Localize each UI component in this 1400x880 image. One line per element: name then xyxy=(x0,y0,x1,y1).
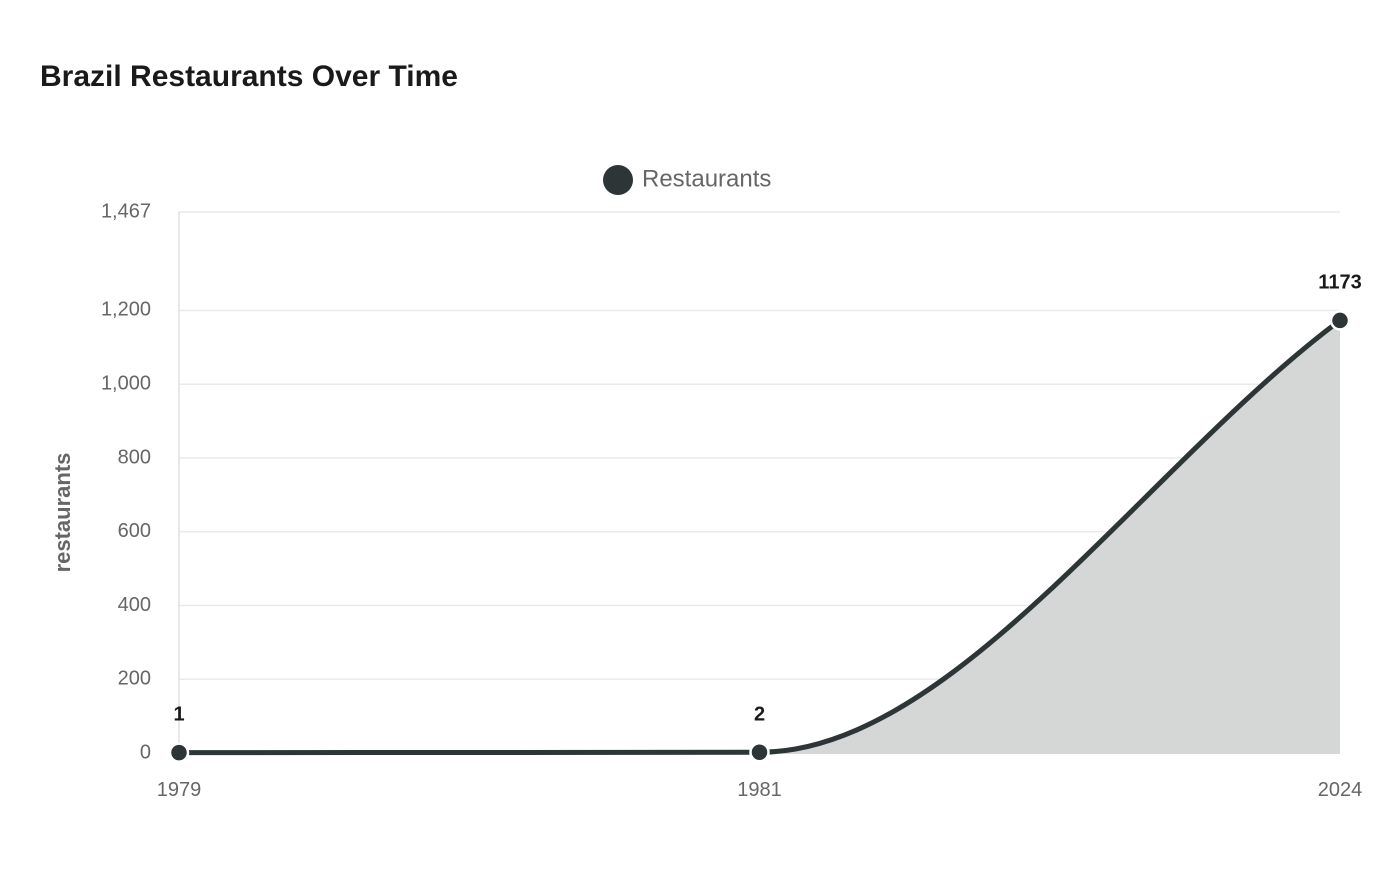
data-label-2: 1173 xyxy=(1318,271,1361,293)
y-axis-title: restaurants xyxy=(50,453,75,573)
data-label-1: 2 xyxy=(754,703,765,725)
data-point-1 xyxy=(749,742,770,763)
y-tick-label-0: 0 xyxy=(140,741,151,763)
y-tick-label-5: 1,000 xyxy=(101,373,151,395)
data-point-0 xyxy=(168,742,190,763)
data-point-2 xyxy=(1329,310,1351,331)
y-tick-label-7: 1,467 xyxy=(101,200,151,222)
x-tick-label-2: 2024 xyxy=(1318,779,1363,801)
y-tick-label-2: 400 xyxy=(118,594,151,616)
y-tick-label-6: 1,200 xyxy=(101,299,151,321)
y-tick-label-4: 800 xyxy=(118,446,151,468)
data-label-0: 1 xyxy=(173,704,184,726)
x-tick-label-1: 1981 xyxy=(737,779,782,801)
series-area xyxy=(179,320,1340,753)
chart-title: Brazil Restaurants Over Time xyxy=(40,60,458,93)
x-tick-label-0: 1979 xyxy=(157,779,202,801)
series-line xyxy=(176,317,1343,756)
y-tick-label-3: 600 xyxy=(118,520,151,542)
y-tick-label-1: 200 xyxy=(118,668,151,690)
legend-label: Restaurants xyxy=(642,165,771,192)
legend-marker xyxy=(603,165,633,195)
